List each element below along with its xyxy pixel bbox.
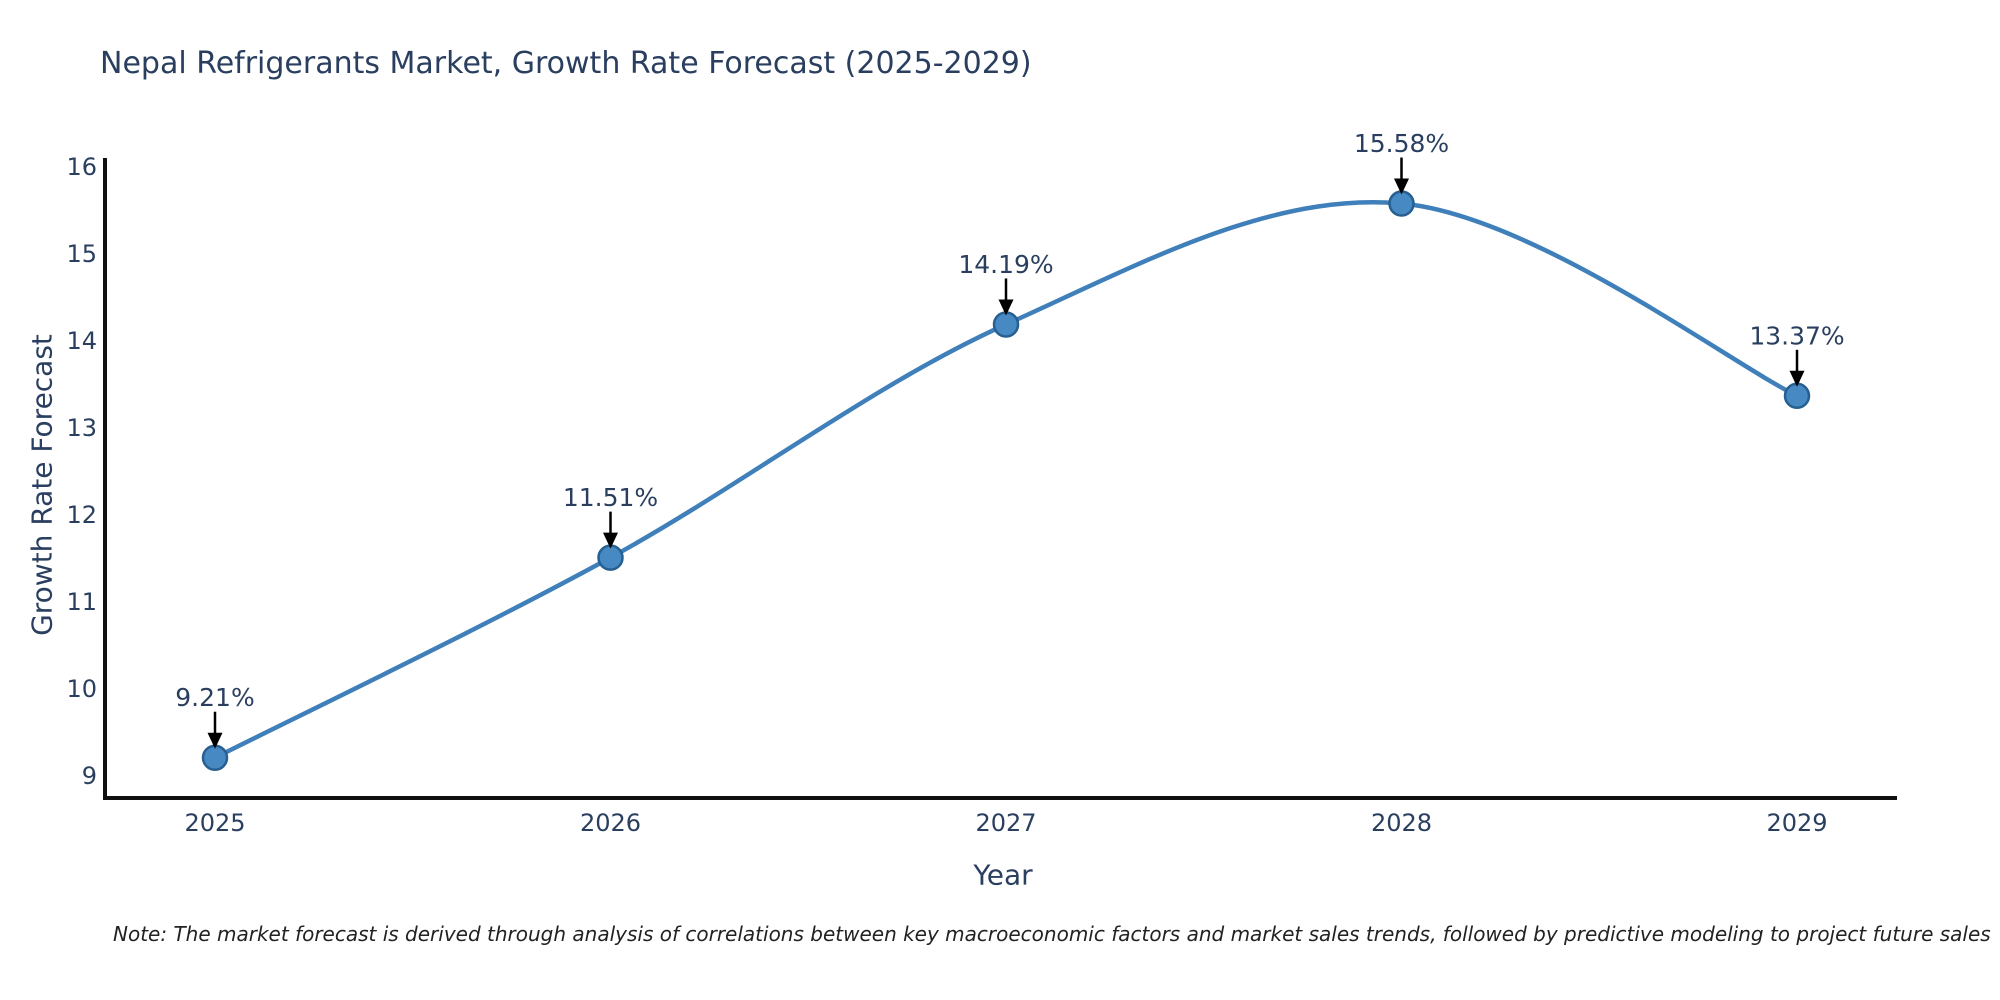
- y-tick-label: 10: [66, 675, 97, 703]
- annotation-arrowhead: [1394, 178, 1409, 195]
- y-tick-label: 11: [66, 588, 97, 616]
- annotation-arrowhead: [1789, 370, 1805, 387]
- data-point-marker: [201, 744, 229, 771]
- x-tick-label: 2027: [975, 809, 1036, 837]
- data-point-label: 14.19%: [958, 250, 1053, 279]
- data-point-marker: [597, 544, 624, 571]
- x-axis-title: Year: [973, 858, 1033, 892]
- x-tick-label: 2025: [184, 809, 245, 837]
- x-tick-label: 2028: [1371, 809, 1432, 837]
- footnote: Note: The market forecast is derived thr…: [113, 922, 1991, 946]
- y-tick-label: 14: [66, 327, 97, 355]
- axis-spines: [103, 158, 1897, 800]
- data-point-marker: [1783, 382, 1811, 410]
- annotation-arrowhead: [998, 299, 1014, 316]
- data-point-label: 15.58%: [1354, 129, 1449, 158]
- data-point-label: 9.21%: [175, 683, 254, 712]
- data-point-marker: [1388, 190, 1415, 217]
- y-tick-label: 9: [82, 762, 97, 790]
- x-tick-label: 2029: [1766, 809, 1827, 837]
- annotation-arrowhead: [207, 732, 223, 749]
- y-tick-label: 16: [66, 153, 97, 181]
- chart-title: Nepal Refrigerants Market, Growth Rate F…: [100, 46, 1032, 81]
- data-point-marker: [992, 311, 1020, 338]
- y-tick-label: 12: [66, 501, 97, 529]
- y-tick-label: 13: [66, 414, 97, 442]
- annotation-arrowhead: [603, 532, 618, 549]
- data-point-label: 11.51%: [563, 483, 658, 512]
- x-tick-label: 2026: [580, 809, 641, 837]
- data-point-label: 13.37%: [1749, 321, 1844, 350]
- y-tick-label: 15: [66, 240, 97, 268]
